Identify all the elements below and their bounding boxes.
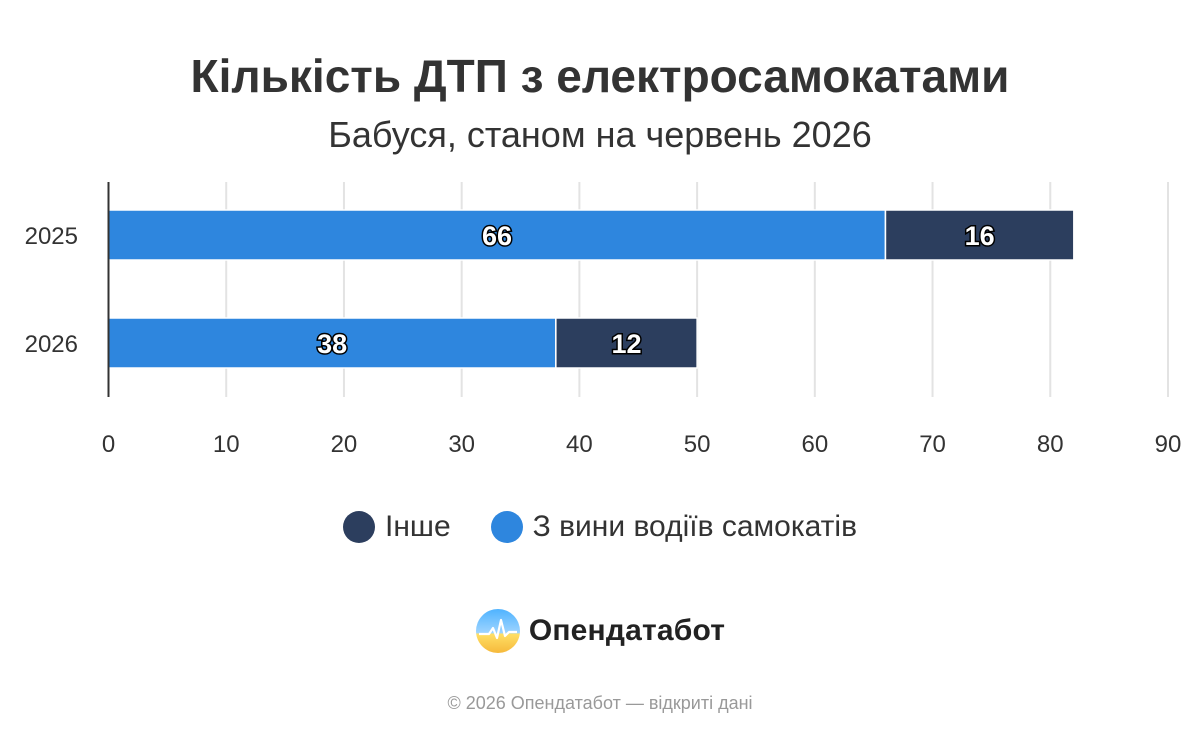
bar-chart: 66 16 38 12 2025 2026 0 10 20 30 40 50 60 70 80 90 bbox=[25, 182, 1182, 458]
x-tick-label-20: 20 bbox=[331, 431, 358, 458]
y-tick-label-2025: 2025 bbox=[25, 223, 78, 250]
bar-2026-series-1[interactable] bbox=[555, 317, 698, 369]
legend-item-other[interactable]: Інше bbox=[342, 510, 451, 544]
legend-label-scooter-drivers: З вини водіїв самокатів bbox=[532, 510, 858, 543]
x-tick-label-50: 50 bbox=[684, 431, 711, 458]
bar-2026-series-0[interactable] bbox=[107, 317, 557, 369]
legend-item-scooter-drivers[interactable]: З вини водіїв самокатів bbox=[490, 510, 858, 544]
legend-swatch-other bbox=[342, 511, 375, 543]
y-tick-label-2026: 2026 bbox=[25, 331, 78, 358]
y-tick-labels: 2025 2026 bbox=[25, 223, 78, 358]
x-tick-label-10: 10 bbox=[213, 431, 240, 458]
bars bbox=[107, 209, 1075, 369]
x-tick-label-0: 0 bbox=[102, 431, 115, 458]
data-label-2025-series-1: 16 bbox=[965, 221, 995, 251]
x-tick-label-90: 90 bbox=[1155, 431, 1182, 458]
data-labels: 66 16 38 12 bbox=[316, 220, 997, 361]
chart-title: Кількість ДТП з електросамокатами bbox=[190, 50, 1010, 102]
legend: Інше З вини водіїв самокатів bbox=[0, 510, 1200, 544]
data-label-2026-series-0: 38 bbox=[317, 329, 347, 359]
brand: Опендатабот bbox=[0, 608, 1200, 654]
data-label-2025-series-0: 66 bbox=[482, 221, 512, 251]
x-tick-label-40: 40 bbox=[566, 431, 593, 458]
x-tick-label-30: 30 bbox=[448, 431, 475, 458]
chart-subtitle: Бабуся, станом на червень 2026 bbox=[328, 114, 872, 155]
x-tick-label-70: 70 bbox=[919, 431, 946, 458]
data-label-2026-series-1: 12 bbox=[611, 329, 641, 359]
copyright: © 2026 Опендатабот — відкриті дані bbox=[447, 693, 753, 713]
sunrise-logo-icon bbox=[475, 609, 520, 653]
x-tick-label-60: 60 bbox=[801, 431, 828, 458]
bar-2025-series-1[interactable] bbox=[884, 209, 1075, 261]
legend-label-other: Інше bbox=[384, 510, 451, 543]
x-tick-label-80: 80 bbox=[1037, 431, 1064, 458]
brand-name: Опендатабот bbox=[528, 614, 726, 647]
x-tick-labels: 0 10 20 30 40 50 60 70 80 90 bbox=[102, 431, 1182, 458]
legend-swatch-scooter-drivers bbox=[490, 511, 523, 543]
